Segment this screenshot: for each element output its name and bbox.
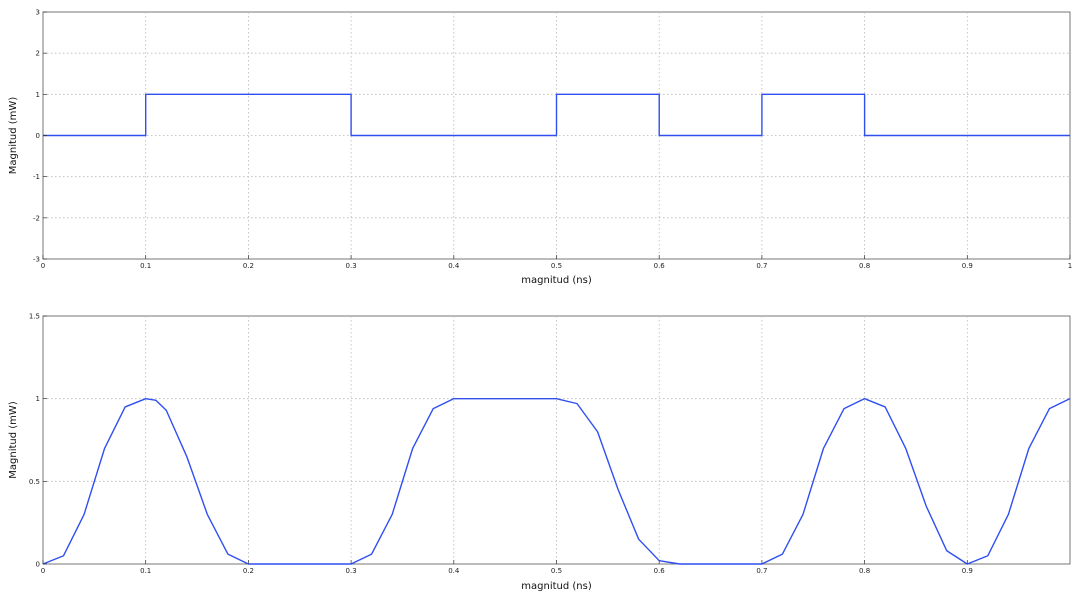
chart-0-x-tick-label-5: 0.5 bbox=[551, 262, 562, 270]
chart-1-x-tick-label-0: 0 bbox=[41, 567, 45, 575]
chart-1-x-tick-label-2: 0.2 bbox=[243, 567, 254, 575]
chart-0-x-tick-label-4: 0.4 bbox=[448, 262, 460, 270]
chart-0-x-tick-label-7: 0.7 bbox=[756, 262, 767, 270]
chart-0-y-tick-label-4: 1 bbox=[36, 91, 40, 99]
chart-0-x-tick-label-1: 0.1 bbox=[140, 262, 151, 270]
chart-1-series-line-0 bbox=[42, 397, 1071, 565]
chart-0-x-tick-label-8: 0.8 bbox=[859, 262, 870, 270]
chart-0-x-tick-label-3: 0.3 bbox=[346, 262, 357, 270]
chart-0-x-axis-label: magnitud (ns) bbox=[521, 275, 592, 286]
chart-1-y-tick-label-1: 0.5 bbox=[29, 478, 40, 486]
chart-0-x-tick-label-10: 1 bbox=[1068, 262, 1072, 270]
chart-1-x-tick-label-1: 0.1 bbox=[140, 567, 151, 575]
chart-0-y-tick-label-0: -3 bbox=[33, 256, 40, 264]
chart-1-y-tick-label-3: 1.5 bbox=[29, 313, 40, 321]
chart-1-x-axis-label: magnitud (ns) bbox=[521, 581, 592, 592]
chart-0-x-tick-label-6: 0.6 bbox=[654, 262, 666, 270]
top-plot-panel: 0 0.1 0.2 0.3 0.4 0.5 0.6 0.7 0.8 0.9 1 -3 -2 -1 0 1 2 3 m… bbox=[8, 9, 1072, 287]
chart-1-x-tick-label-5: 0.5 bbox=[551, 567, 562, 575]
chart-1-x-tick-label-7: 0.7 bbox=[756, 567, 767, 575]
chart-1-y-axis-label: Magnitud (mW) bbox=[8, 401, 19, 479]
chart-0-x-tick-label-9: 0.9 bbox=[962, 262, 973, 270]
chart-0-y-tick-label-3: 0 bbox=[36, 132, 40, 140]
chart-0-y-axis-label: Magnitud (mW) bbox=[8, 97, 19, 175]
chart-1-x-tick-label-8: 0.8 bbox=[859, 567, 870, 575]
chart-0-x-tick-label-0: 0 bbox=[41, 262, 45, 270]
chart-1-x-tick-label-6: 0.6 bbox=[654, 567, 666, 575]
chart-0-y-tick-label-2: -1 bbox=[33, 173, 40, 181]
chart-1-x-tick-label-4: 0.4 bbox=[448, 567, 460, 575]
bottom-plot-panel: 0 0.1 0.2 0.3 0.4 0.5 0.6 0.7 0.8 0.9 0 0.5 1 1.5 magn… bbox=[8, 313, 1071, 592]
chart-0-series-line-0 bbox=[43, 93, 1070, 137]
chart-0-y-tick-label-6: 3 bbox=[36, 9, 40, 17]
chart-1-x-tick-label-9: 0.9 bbox=[962, 567, 973, 575]
chart-1-x-tick-label-3: 0.3 bbox=[346, 567, 357, 575]
chart-0-y-tick-label-1: -2 bbox=[33, 214, 40, 222]
chart-1-y-tick-label-2: 1 bbox=[36, 395, 40, 403]
chart-1-y-tick-label-0: 0 bbox=[36, 561, 40, 569]
chart-0-x-tick-label-2: 0.2 bbox=[243, 262, 254, 270]
chart-0-y-tick-label-5: 2 bbox=[36, 50, 40, 58]
